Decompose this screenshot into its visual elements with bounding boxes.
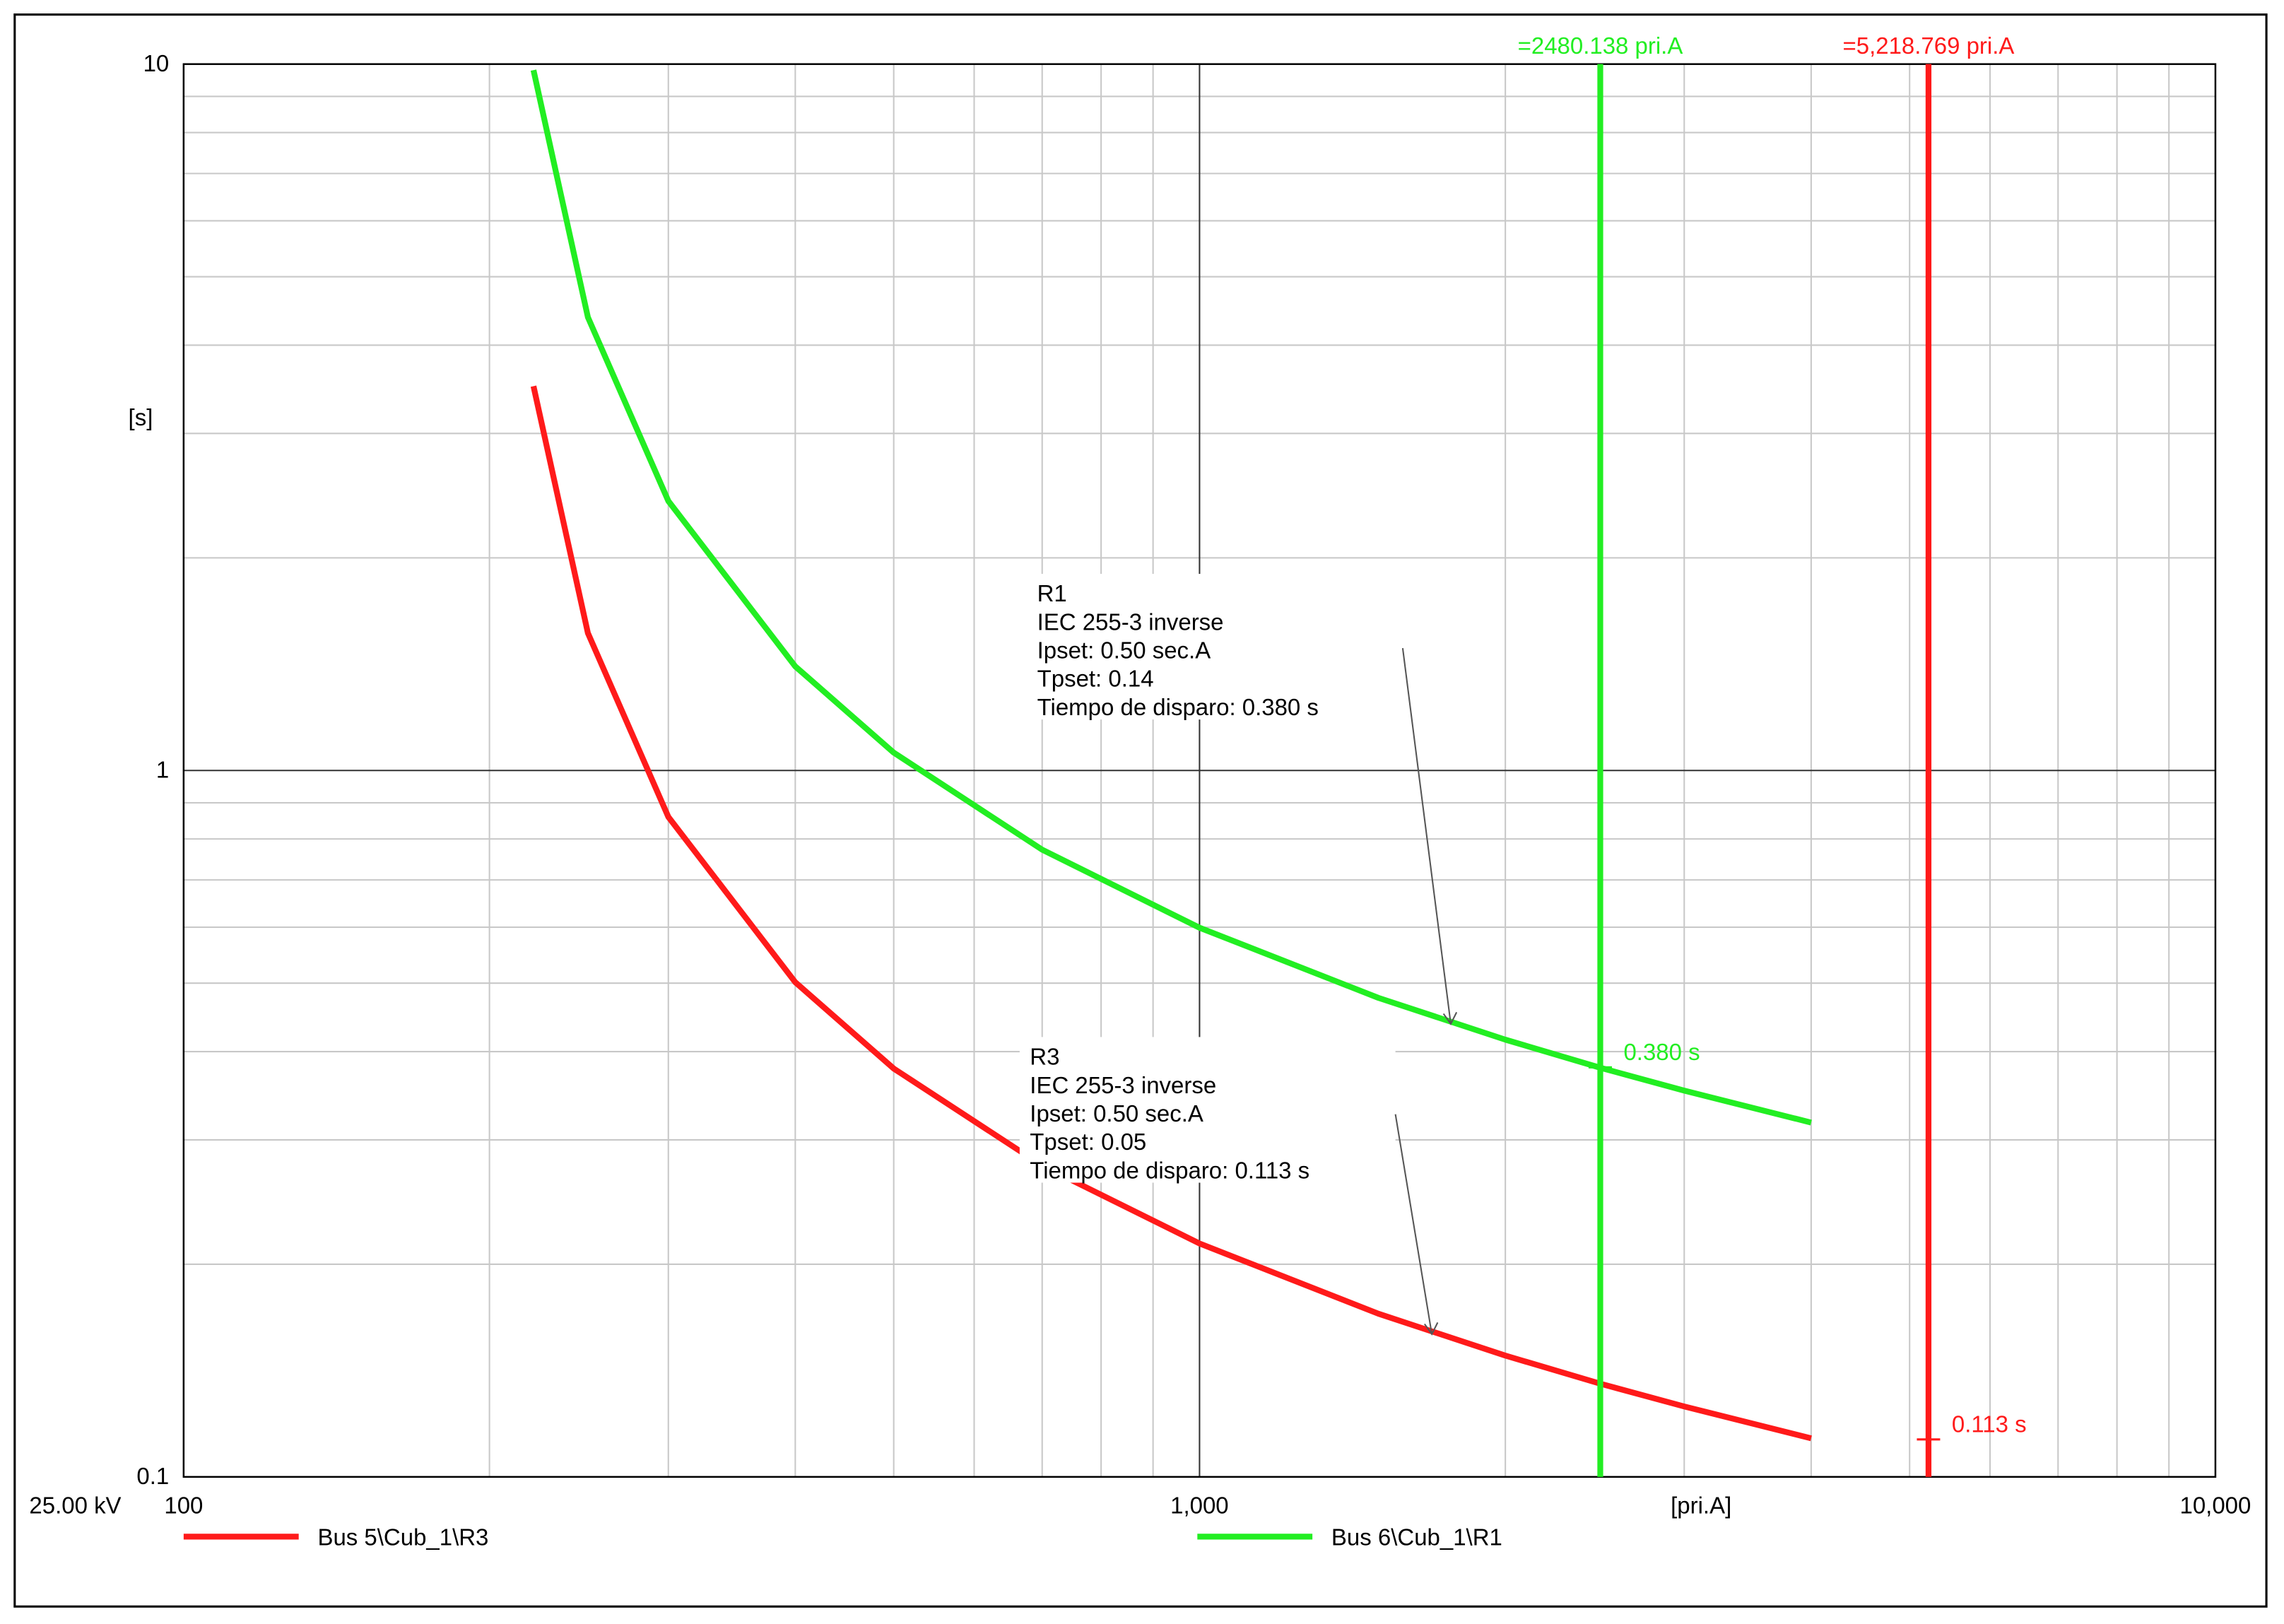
annotation-bg — [1019, 574, 1396, 720]
y-axis-label: [s] — [129, 404, 153, 430]
y-tick-label: 0.1 — [136, 1463, 169, 1489]
vline-label-bg — [1826, 32, 2031, 61]
x-tick-label: 100 — [164, 1492, 203, 1518]
annotation-text: R1 — [1037, 580, 1067, 606]
annotation-arrow — [1401, 648, 1452, 1025]
curve — [530, 385, 1812, 1442]
marker-label: 0.113 s — [1952, 1411, 2027, 1437]
legend-label: Bus 6\Cub_1\R1 — [1331, 1524, 1502, 1551]
arrow-head — [1423, 1322, 1439, 1336]
annotation-bg — [1019, 1037, 1396, 1183]
annotation-text: Tiempo de disparo: 0.113 s — [1030, 1157, 1309, 1183]
marker-label: 0.380 s — [1623, 1039, 1700, 1065]
x-axis-label: [pri.A] — [1671, 1492, 1731, 1518]
annotation-text: Tiempo de disparo: 0.380 s — [1037, 694, 1319, 720]
annotation-text: IEC 255-3 inverse — [1037, 608, 1224, 635]
vline-label: =2480.138 pri.A — [1518, 33, 1683, 59]
annotation-text: Tpset: 0.14 — [1037, 666, 1154, 692]
plot-frame — [182, 63, 2217, 1478]
legend-label: Bus 5\Cub_1\R3 — [317, 1524, 488, 1551]
annotation-text: Ipset: 0.50 sec.A — [1037, 637, 1211, 664]
voltage-label: 25.00 kV — [29, 1492, 121, 1518]
annotation-text: IEC 255-3 inverse — [1030, 1072, 1216, 1098]
vline-label-bg — [1498, 32, 1702, 61]
annotation-arrow — [1394, 1114, 1433, 1335]
annotation-text: Ipset: 0.50 sec.A — [1030, 1100, 1203, 1126]
y-tick-label: 10 — [143, 50, 170, 76]
y-tick-label: 1 — [156, 757, 169, 783]
annotation-text: Tpset: 0.05 — [1030, 1129, 1146, 1155]
curve — [530, 69, 1812, 1126]
arrow-head — [1442, 1011, 1458, 1025]
x-tick-label: 10,000 — [2180, 1492, 2251, 1518]
annotation-text: R3 — [1030, 1044, 1059, 1070]
vline-label: =5,218.769 pri.A — [1843, 33, 2015, 59]
x-tick-label: 1,000 — [1170, 1492, 1229, 1518]
outer-frame — [13, 13, 2268, 1608]
